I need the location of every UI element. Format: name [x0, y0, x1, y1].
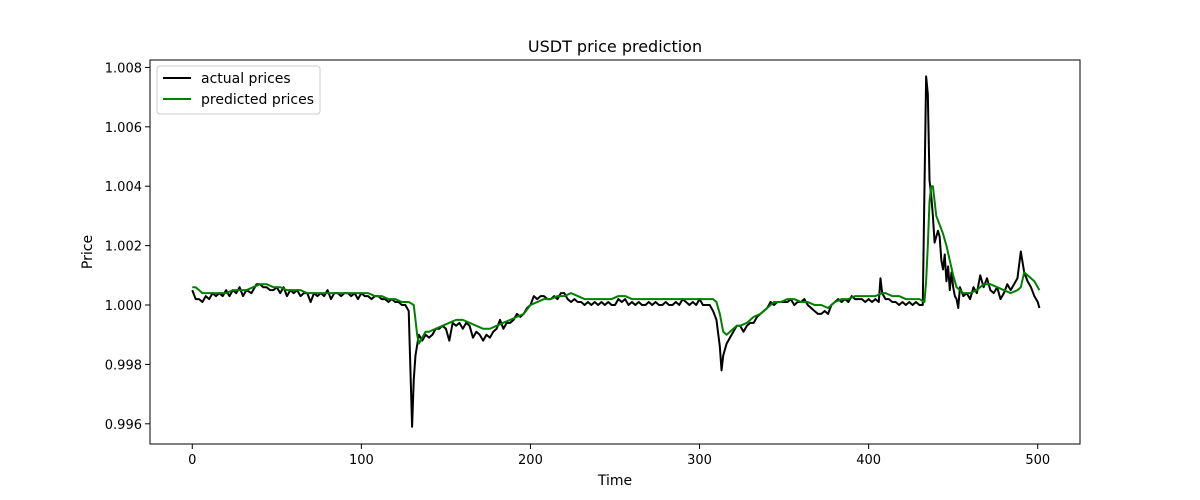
x-tick-label: 500 [1025, 453, 1050, 468]
y-tick-label: 0.998 [105, 358, 142, 373]
x-tick-label: 0 [188, 453, 196, 468]
chart-title: USDT price prediction [528, 37, 702, 56]
x-tick-label: 200 [518, 453, 543, 468]
x-tick-label: 100 [349, 453, 374, 468]
legend-label-predicted: predicted prices [201, 92, 314, 108]
plot-frame [149, 59, 1081, 445]
y-axis: 0.996 0.998 1.000 1.002 1.004 1.006 1.008 [105, 61, 150, 433]
y-axis-label: Price [80, 235, 96, 269]
y-tick-label: 1.000 [105, 299, 142, 314]
series-line-predicted-prices [192, 185, 1041, 345]
y-tick-label: 1.006 [105, 121, 142, 136]
legend-label-actual: actual prices [201, 71, 291, 87]
y-tick-label: 1.008 [105, 61, 142, 76]
legend-box [156, 65, 321, 115]
y-tick-label: 0.996 [105, 418, 142, 433]
x-axis-label: Time [597, 473, 632, 489]
y-tick-label: 1.002 [105, 240, 142, 255]
legend: actual prices predicted prices [156, 65, 321, 115]
x-tick-label: 300 [687, 453, 712, 468]
x-tick-label: 400 [856, 453, 881, 468]
series-layer [191, 75, 1041, 428]
y-tick-label: 1.004 [105, 180, 142, 195]
x-axis: 0 100 200 300 400 500 [188, 444, 1050, 468]
